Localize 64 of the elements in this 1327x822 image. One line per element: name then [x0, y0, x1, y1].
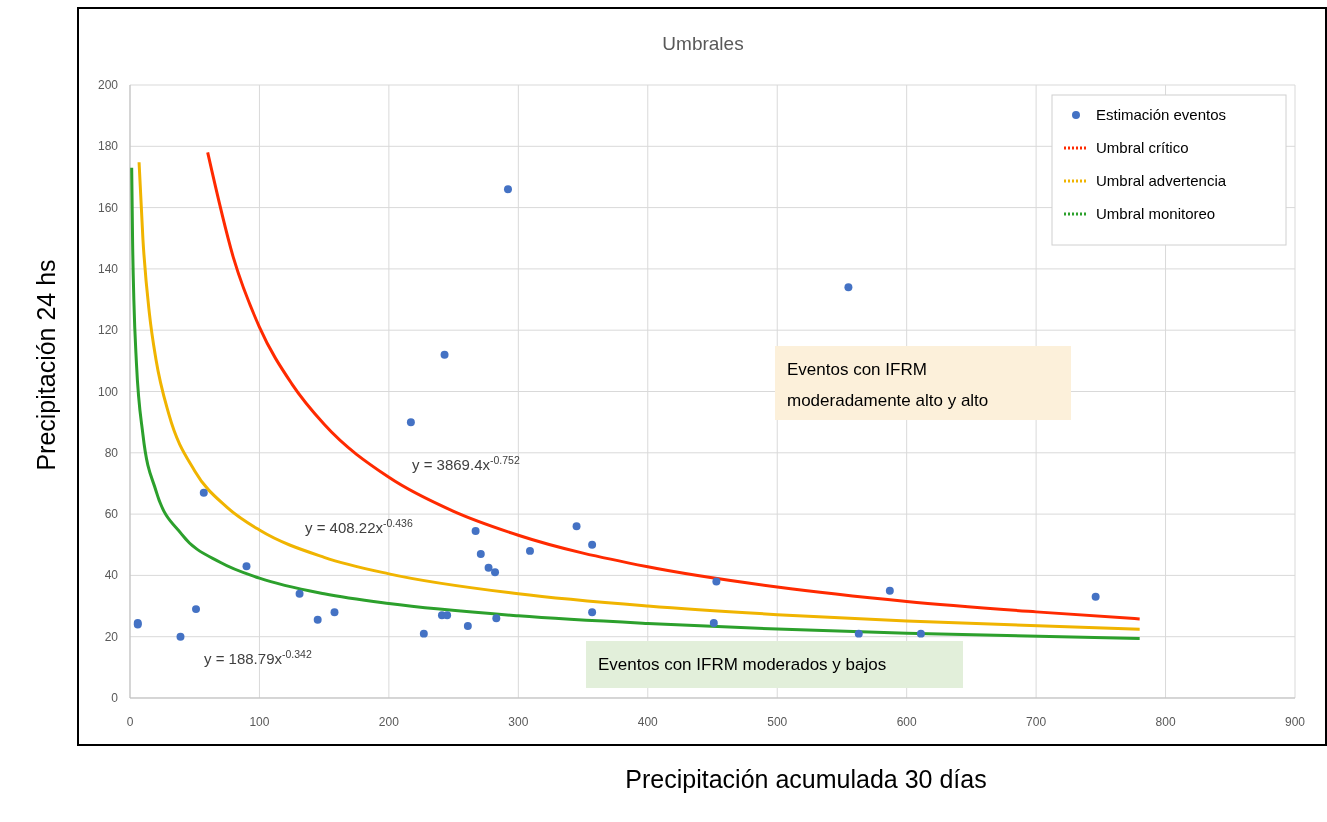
point — [440, 350, 449, 359]
point — [1091, 592, 1100, 601]
y-axis-title: Precipitación 24 hs — [32, 259, 60, 471]
y-tick-label: 180 — [97, 139, 119, 154]
point — [525, 546, 534, 555]
point — [844, 283, 853, 292]
x-axis-title: Precipitación acumulada 30 días — [625, 765, 987, 793]
annotation: y = 408.22x$^{-0.436}$ — [305, 517, 413, 536]
point — [492, 614, 501, 623]
point — [313, 615, 322, 624]
x-tick-label: 900 — [1284, 715, 1306, 729]
point — [192, 605, 201, 614]
chart-title: Umbrales — [662, 33, 744, 54]
point — [199, 488, 208, 497]
point — [491, 568, 500, 577]
point — [176, 632, 185, 641]
point — [854, 629, 863, 638]
point — [419, 629, 428, 638]
point — [463, 621, 472, 630]
y-tick-label: 80 — [104, 445, 119, 460]
x-tick-label: 400 — [637, 715, 659, 729]
annotation: Eventos con IFRM moderados y bajos — [598, 655, 887, 674]
x-tick-label: 200 — [378, 715, 400, 729]
x-tick-label: 100 — [249, 715, 270, 729]
x-tick-label: 0 — [126, 715, 134, 729]
annotation: y = 188.79x$^{-0.342}$ — [204, 648, 312, 667]
y-tick-label: 60 — [104, 507, 119, 522]
y-tick-label: 140 — [97, 261, 119, 276]
point — [471, 526, 480, 535]
x-tick-label: 600 — [896, 715, 917, 729]
point — [330, 608, 339, 617]
legend-label: Umbral advertencia — [1096, 172, 1227, 189]
legend-label: Umbral monitoreo — [1096, 205, 1216, 222]
point — [484, 563, 493, 572]
point — [295, 589, 304, 598]
x-tick-label: 800 — [1155, 715, 1176, 729]
point — [242, 562, 251, 571]
point — [443, 611, 452, 620]
point — [712, 577, 721, 586]
point — [588, 608, 597, 617]
y-tick-label: 0 — [111, 691, 119, 705]
x-tick-label: 700 — [1026, 715, 1047, 729]
y-tick-label: 160 — [97, 200, 119, 215]
x-tick-label: 500 — [767, 715, 788, 729]
y-tick-label: 40 — [104, 568, 119, 583]
point — [709, 618, 718, 627]
legend-label: Umbral crítico — [1096, 139, 1189, 156]
annotation: Eventos con IFRM moderadamente alto y alto — [787, 360, 989, 410]
annotation: y = 3869.4x$^{-0.752}$ — [412, 454, 520, 473]
point — [406, 418, 415, 427]
y-tick-label: 100 — [97, 384, 119, 399]
point — [588, 540, 597, 549]
point — [572, 522, 581, 531]
note-box: Eventos con IFRM moderados y bajos — [586, 641, 963, 688]
point — [503, 185, 512, 194]
y-tick-label: 120 — [97, 323, 119, 338]
point — [476, 549, 485, 558]
note-box: Eventos con IFRM moderadamente alto y alto — [775, 346, 1071, 420]
x-tick-label: 300 — [508, 715, 529, 729]
y-tick-label: 20 — [104, 629, 119, 644]
point — [885, 586, 894, 595]
point — [916, 629, 925, 638]
legend-label: Estimación eventos — [1096, 106, 1227, 123]
y-tick-label: 200 — [97, 78, 119, 92]
